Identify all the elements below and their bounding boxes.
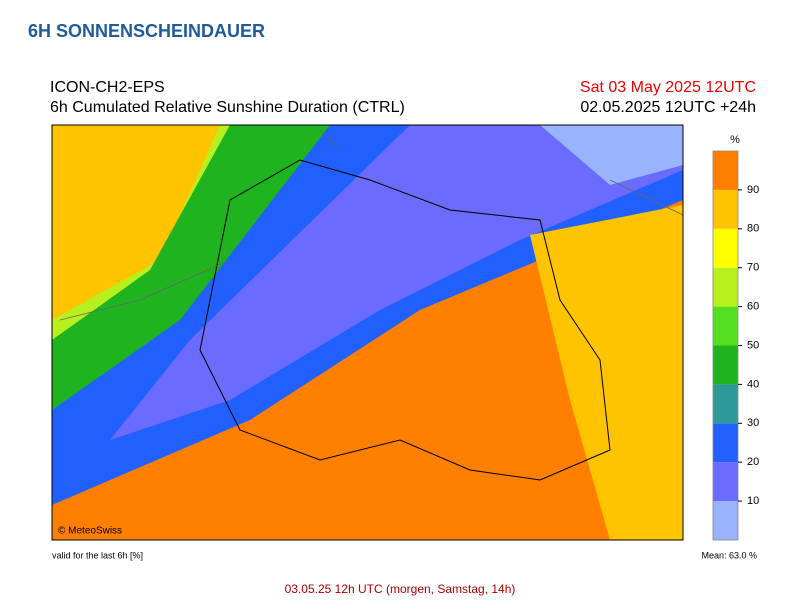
colorbar-segment: [713, 228, 738, 268]
valid-time: Sat 03 May 2025 12UTC: [580, 79, 756, 96]
header-title: 6H SONNENSCHEINDAUER: [28, 21, 265, 41]
colorbar-segment: [713, 423, 738, 463]
run-time: 02.05.2025 12UTC +24h: [580, 99, 756, 116]
credit: © MeteoSwiss: [58, 526, 122, 537]
colorbar-segment: [713, 384, 738, 424]
colorbar-tick-label: 90: [747, 184, 759, 196]
colorbar-tick-label: 40: [747, 378, 759, 390]
colorbar-segment: [713, 501, 738, 540]
colorbar-tick-label: 30: [747, 417, 759, 429]
mean-label: Mean: 63.0 %: [701, 550, 757, 560]
colorbar-segment: [713, 462, 738, 502]
colorbar-tick-label: 70: [747, 262, 759, 274]
colorbar-segment: [713, 267, 738, 307]
colorbar-tick-label: 50: [747, 339, 759, 351]
colorbar-segment: [713, 345, 738, 385]
colorbar-segment: [713, 151, 738, 190]
validity-note: valid for the last 6h [%]: [52, 550, 143, 560]
colorbar-segment: [713, 189, 738, 229]
colorbar-unit: %: [730, 134, 740, 146]
model-name: ICON-CH2-EPS: [50, 79, 165, 96]
colorbar-tick-label: 60: [747, 301, 759, 313]
colorbar-tick-label: 80: [747, 223, 759, 235]
colorbar-tick-label: 10: [747, 495, 759, 507]
colorbar-tick-label: 20: [747, 456, 759, 468]
colorbar-segment: [713, 306, 738, 346]
footer-caption: 03.05.25 12h UTC (morgen, Samstag, 14h): [285, 582, 516, 596]
product-name: 6h Cumulated Relative Sunshine Duration …: [50, 99, 405, 116]
map-field: [51, 124, 684, 541]
